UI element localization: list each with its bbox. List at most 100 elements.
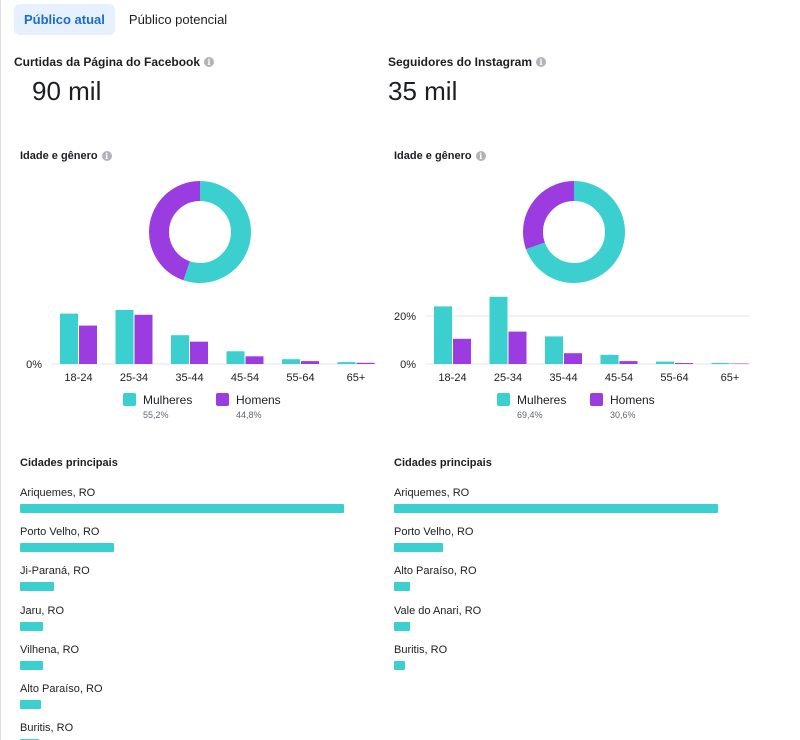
facebook-x-tick-label: 25-34 (120, 372, 148, 384)
instagram-x-tick-label: 55-64 (660, 372, 688, 384)
instagram-age-gender-label: Idade e gênero (394, 150, 472, 162)
facebook-city-bar[interactable] (20, 582, 55, 592)
facebook-x-tick-label: 55-64 (286, 372, 314, 384)
facebook-city-label: Porto Velho, RO (20, 526, 100, 539)
facebook-metric-title: Curtidas da Página do Facebook i (14, 55, 215, 69)
instagram-metric-value: 35 mil (388, 76, 458, 106)
facebook-city-label: Alto Paraíso, RO (20, 682, 103, 695)
facebook-legend-swatch-mulheres (123, 393, 136, 406)
facebook-city-label: Jaru, RO (20, 604, 65, 617)
info-icon[interactable]: i (204, 57, 215, 67)
facebook-city-label: Ariquemes, RO (20, 487, 96, 499)
info-icon[interactable]: i (536, 57, 547, 67)
facebook-city-item: Ji-Paraná, RO (20, 564, 380, 603)
facebook-city-item: Alto Paraíso, RO (20, 682, 380, 721)
instagram-city-item: Ariquemes, RO (394, 486, 754, 525)
facebook-city-item: Ariquemes, RO (20, 486, 380, 525)
instagram-city-item: Vale do Anari, RO (394, 604, 754, 643)
instagram-legend-percent-homens: 30,6% (610, 410, 636, 420)
facebook-bar-homens-18-24[interactable] (79, 325, 97, 364)
facebook-cities-title: Cidades principais (20, 457, 118, 469)
facebook-city-label: Vilhena, RO (20, 643, 80, 656)
instagram-bar-homens-35-44[interactable] (564, 353, 582, 364)
facebook-city-item: Jaru, RO (20, 604, 380, 643)
instagram-city-label: Porto Velho, RO (394, 526, 474, 539)
instagram-city-bar[interactable] (394, 660, 406, 670)
instagram-legend-percent-mulheres: 69,4% (517, 410, 543, 420)
facebook-bar-homens-45-54[interactable] (245, 356, 264, 364)
facebook-city-item: Vilhena, RO (20, 643, 380, 682)
instagram-age-gender-title: Idade e gênero i (394, 150, 486, 162)
instagram-y-tick-label: 20% (394, 311, 416, 323)
facebook-city-label: Ji-Paraná, RO (20, 565, 90, 578)
instagram-y-tick-label: 0% (400, 359, 416, 371)
instagram-x-tick-label: 25-34 (494, 372, 522, 384)
instagram-x-tick-label: 45-54 (605, 372, 633, 384)
instagram-bar-mulheres-35-44[interactable] (545, 336, 563, 364)
facebook-bar-mulheres-65+[interactable] (337, 362, 356, 364)
facebook-city-item: Porto Velho, RO (20, 525, 380, 564)
facebook-x-tick-label: 35-44 (175, 372, 203, 384)
instagram-x-tick-label: 18-24 (438, 372, 466, 384)
facebook-bar-homens-55-64[interactable] (301, 361, 319, 364)
facebook-bar-homens-25-34[interactable] (134, 314, 153, 364)
instagram-city-label: Alto Paraíso, RO (394, 565, 477, 578)
instagram-bar-homens-25-34[interactable] (508, 331, 527, 364)
instagram-bar-mulheres-65+[interactable] (711, 363, 730, 364)
instagram-city-list: Ariquemes, RO Porto Velho, RO Alto Paraíso… (394, 486, 754, 682)
instagram-donut-slice-homens[interactable] (523, 181, 625, 283)
facebook-bar-mulheres-55-64[interactable] (282, 359, 300, 364)
facebook-city-bar[interactable] (20, 543, 114, 553)
instagram-city-bar[interactable] (394, 582, 411, 592)
instagram-bar-mulheres-55-64[interactable] (656, 361, 674, 364)
tab-potential-audience[interactable]: Público potencial (128, 12, 228, 27)
instagram-bar-mulheres-18-24[interactable] (434, 306, 452, 364)
facebook-bar-homens-35-44[interactable] (190, 341, 208, 364)
facebook-legend-swatch-homens (216, 393, 229, 406)
instagram-city-bar[interactable] (394, 504, 718, 513)
facebook-age-gender-label: Idade e gênero (20, 150, 98, 162)
facebook-bar-homens-65+[interactable] (356, 362, 375, 364)
instagram-bar-homens-55-64[interactable] (675, 363, 693, 364)
instagram-metric-title: Seguidores do Instagram i (388, 55, 547, 69)
facebook-bar-mulheres-35-44[interactable] (171, 335, 189, 364)
facebook-donut-slice-homens[interactable] (149, 181, 251, 283)
instagram-city-bar[interactable] (394, 543, 443, 553)
facebook-bar-mulheres-25-34[interactable] (115, 310, 134, 364)
instagram-column: Seguidores do Instagram i 35 mil Idade e… (374, 0, 764, 740)
facebook-age-gender-chart: 0% 18-24 25-34 35-44 45-54 55-64 65+ Mulheres 55… (26, 181, 376, 420)
instagram-city-label: Ariquemes, RO (394, 487, 470, 499)
facebook-legend-percent-mulheres: 55,2% (143, 410, 169, 420)
instagram-legend-swatch-homens (590, 393, 603, 406)
instagram-legend-swatch-mulheres (497, 393, 510, 406)
facebook-bar-mulheres-18-24[interactable] (60, 313, 78, 364)
info-icon[interactable]: i (475, 151, 486, 161)
instagram-city-label: Buritis, RO (394, 643, 448, 656)
instagram-city-item: Porto Velho, RO (394, 525, 754, 564)
instagram-cities-title: Cidades principais (394, 457, 492, 469)
facebook-age-gender-title: Idade e gênero i (20, 150, 112, 162)
tab-current-audience[interactable]: Público atual (14, 4, 115, 35)
instagram-x-tick-label: 35-44 (549, 372, 577, 384)
instagram-age-gender-chart: 0% 20% 18-24 25-34 35-44 45-54 55-64 65+ Mulhere… (394, 181, 750, 420)
facebook-city-bar[interactable] (20, 621, 43, 631)
instagram-city-bar[interactable] (394, 621, 411, 631)
instagram-bar-mulheres-45-54[interactable] (600, 354, 619, 364)
facebook-legend-percent-homens: 44,8% (236, 410, 262, 420)
instagram-city-label: Vale do Anari, RO (394, 604, 482, 617)
instagram-x-tick-label: 65+ (721, 372, 740, 384)
facebook-x-tick-label: 65+ (347, 372, 366, 384)
instagram-bar-homens-18-24[interactable] (453, 338, 471, 364)
instagram-bar-homens-45-54[interactable] (619, 361, 638, 364)
facebook-bar-mulheres-45-54[interactable] (226, 351, 245, 364)
facebook-city-bar[interactable] (20, 660, 43, 670)
facebook-city-bar[interactable] (20, 504, 344, 513)
instagram-bar-mulheres-25-34[interactable] (489, 296, 508, 364)
facebook-city-bar[interactable] (20, 699, 42, 709)
facebook-column: Curtidas da Página do Facebook i 90 mil … (0, 0, 390, 740)
info-icon[interactable]: i (101, 151, 112, 161)
facebook-x-tick-label: 45-54 (231, 372, 259, 384)
left-border (0, 0, 1, 740)
instagram-metric-label: Seguidores do Instagram (388, 55, 533, 69)
instagram-legend-label-mulheres: Mulheres (517, 393, 566, 407)
